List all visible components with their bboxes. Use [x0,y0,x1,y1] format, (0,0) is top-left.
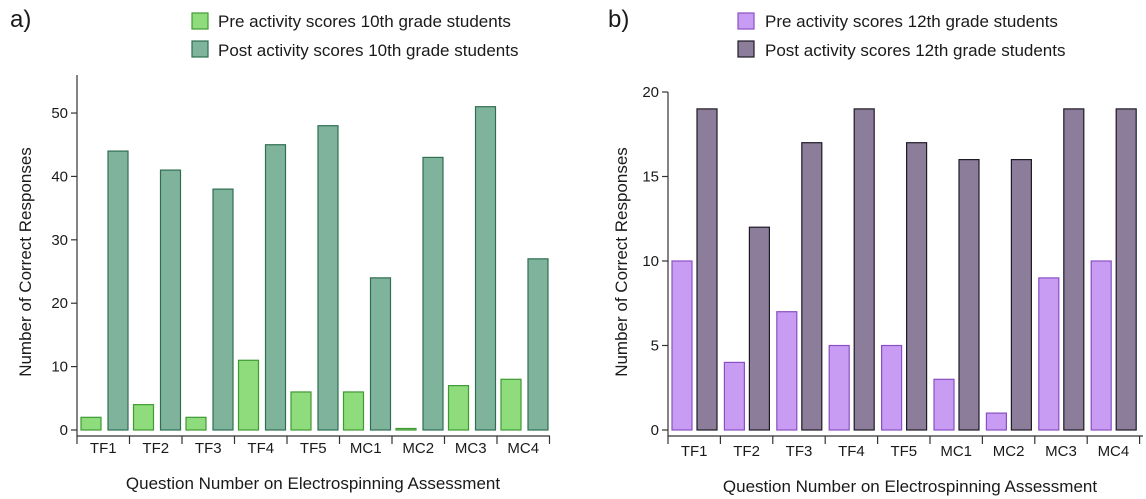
bar-pre-tf2 [723,361,746,431]
x-tick-label: TF2 [733,443,760,460]
panel-a: a) Pre activity scores 10th grade studen… [10,6,551,493]
y-tick-label: 0 [651,422,659,439]
bar-pre-mc4 [1090,260,1112,431]
bar-pre-tf1 [671,260,693,431]
bar-pre-tf3 [185,416,207,431]
legend-swatch-pre-12th [737,12,755,30]
bar-post-tf1 [107,150,129,431]
y-tick-label: 5 [651,338,659,355]
legend-swatch-pre-10th [191,12,209,30]
x-tick-label: TF1 [681,443,708,460]
y-tick-label: 10 [51,359,68,376]
bar-pre-tf5 [880,344,903,431]
panel-b-x-axis-title: Question Number on Electrospinning Asses… [723,477,1097,496]
x-tick-label: TF2 [142,440,169,457]
bar-pre-mc4 [500,378,522,431]
x-tick-label: TF3 [195,440,222,457]
y-tick-label: 15 [642,169,659,186]
bar-post-tf2 [159,169,182,431]
panel-a-marks: 0 10 20 30 40 50 TF1 TF2 TF3 TF4 TF5 MC1 MC2 MC3 MC4 [51,75,551,457]
legend-label-pre-10th: Pre activity scores 10th grade students [218,12,511,31]
bar-pre-tf3 [776,311,798,431]
y-tick-label: 0 [60,422,68,439]
bar-post-tf5 [317,125,339,431]
x-tick-label: TF3 [786,443,813,460]
bar-post-tf2 [748,226,771,431]
bar-post-mc4 [1115,108,1137,431]
bar-post-mc4 [527,258,549,431]
x-tick-label: MC4 [507,440,539,457]
legend-label-post-10th: Post activity scores 10th grade students [218,41,519,60]
x-tick-label: TF4 [247,440,274,457]
panel-b-marks: 0 5 10 15 20 TF1 TF2 TF3 TF4 TF5 MC1 MC2 MC3 MC4 [642,84,1143,460]
x-tick-label: TF4 [838,443,865,460]
bar-post-tf3 [212,188,234,431]
bar-post-mc1 [369,277,392,431]
panel-a-x-axis-title: Question Number on Electrospinning Asses… [126,474,500,493]
bar-post-tf1 [696,108,718,431]
y-tick-label: 20 [51,295,68,312]
bar-pre-tf4 [237,359,260,431]
bar-pre-mc3 [1038,277,1060,431]
y-tick-label: 30 [51,232,68,249]
bar-pre-tf1 [80,416,102,431]
bar-pre-mc3 [447,385,470,431]
bar-post-tf5 [905,142,928,431]
x-tick-label: MC1 [940,443,972,460]
bar-post-tf4 [853,108,875,431]
legend-swatch-post-12th [737,40,755,58]
bar-pre-mc1 [342,391,365,431]
bar-post-mc3 [1063,108,1085,431]
panel-b-y-axis-title: Number of Correct Responses [612,147,631,377]
bar-post-mc2 [1010,159,1033,431]
x-tick-label: TF5 [300,440,327,457]
x-tick-label: TF1 [90,440,117,457]
bar-post-mc1 [958,159,980,431]
legend-label-pre-12th: Pre activity scores 12th grade students [765,12,1058,31]
y-tick-label: 40 [51,168,68,185]
y-tick-label: 10 [642,253,659,270]
y-tick-label: 50 [51,105,68,122]
bar-pre-mc1 [933,378,955,431]
bar-pre-mc2 [395,427,417,431]
bar-post-tf4 [264,144,287,431]
x-tick-label: MC2 [993,443,1025,460]
bar-pre-tf4 [828,344,850,431]
legend-label-post-12th: Post activity scores 12th grade students [765,41,1066,60]
y-tick-label: 20 [642,84,659,101]
bar-post-tf3 [801,142,823,431]
x-tick-label: MC4 [1098,443,1130,460]
x-tick-label: MC2 [402,440,434,457]
x-tick-label: MC1 [350,440,382,457]
bar-pre-tf2 [132,404,155,431]
bar-pre-mc2 [985,412,1008,431]
legend-swatch-post-10th [191,40,209,58]
x-tick-label: MC3 [1045,443,1077,460]
panel-b-label: b) [608,6,629,33]
x-tick-label: TF5 [890,443,917,460]
x-tick-label: MC3 [455,440,487,457]
bar-post-mc3 [474,106,497,431]
panel-b: b) Pre activity scores 12th grade studen… [608,6,1143,496]
panel-a-label: a) [10,6,31,33]
panel-a-y-axis-title: Number of Correct Responses [16,147,35,377]
bar-pre-tf5 [290,391,312,431]
bar-post-mc2 [422,156,444,431]
